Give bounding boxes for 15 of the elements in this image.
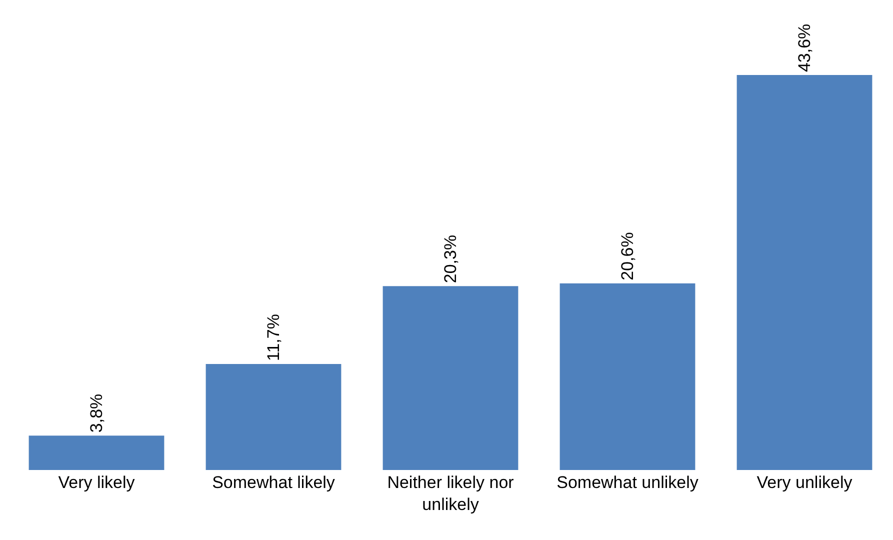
bar: [382, 286, 518, 470]
x-tick-label: Neither likely nor unlikely: [387, 473, 514, 514]
data-label: 3,8%: [87, 394, 106, 433]
data-label: 20,6%: [618, 232, 637, 280]
x-tick-label: Very unlikely: [756, 473, 853, 492]
x-tick-label: Somewhat unlikely: [556, 473, 699, 492]
bar: [560, 283, 696, 470]
x-tick-label: Somewhat likely: [212, 473, 336, 492]
data-label: 43,6%: [795, 24, 814, 72]
bar: [28, 436, 164, 470]
data-label: 20,3%: [441, 234, 460, 284]
bar: [206, 364, 342, 470]
x-tick-label: Very likely: [58, 473, 136, 492]
bar: [736, 75, 872, 470]
data-label: 11,7%: [264, 314, 283, 362]
